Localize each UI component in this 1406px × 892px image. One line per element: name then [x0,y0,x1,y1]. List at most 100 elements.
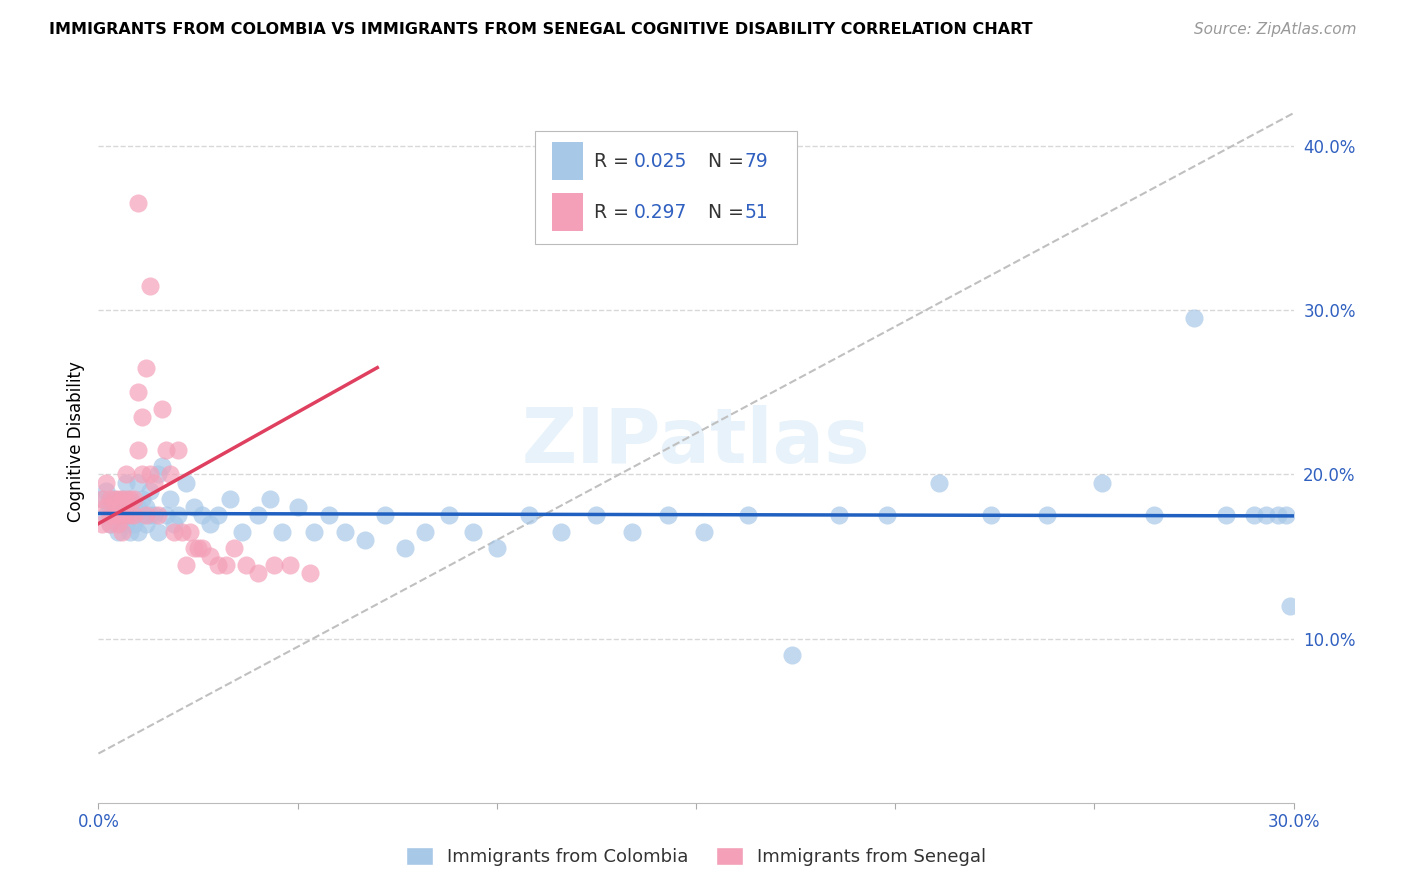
Point [96,500,118,515]
Point [172,524,194,539]
Point [111,491,134,506]
Point [120,491,142,506]
Point [139,483,162,498]
Point [107,491,129,506]
Point [148,467,170,482]
Point [1267,508,1289,523]
Text: R =: R = [595,202,636,221]
Point [335,524,357,539]
Legend: Immigrants from Colombia, Immigrants from Senegal: Immigrants from Colombia, Immigrants fro… [398,839,994,873]
Point [111,491,134,506]
Point [980,508,1002,523]
Text: 0.297: 0.297 [634,202,688,221]
Point [120,508,142,523]
Point [115,491,138,506]
Point [115,500,138,515]
Point [135,516,157,531]
Point [131,491,153,506]
Point [219,491,242,506]
Point [127,442,149,457]
Point [127,500,149,515]
Point [127,385,149,400]
Point [115,467,138,482]
Point [96,475,118,490]
Point [485,541,508,556]
Point [246,566,269,580]
Point [174,558,197,572]
Point [148,524,170,539]
Point [98,516,122,531]
Point [550,524,572,539]
Point [103,508,125,523]
Point [143,508,166,523]
Point [191,508,214,523]
Point [1091,475,1114,490]
Point [318,508,340,523]
Point [139,278,162,293]
Point [374,508,396,523]
Point [107,508,129,523]
Point [461,524,484,539]
Point [111,524,134,539]
Text: R =: R = [595,152,636,170]
Point [107,500,129,515]
Point [131,409,153,424]
Point [98,508,122,523]
Point [150,459,173,474]
Point [1254,508,1277,523]
Text: IMMIGRANTS FROM COLOMBIA VS IMMIGRANTS FROM SENEGAL COGNITIVE DISABILITY CORRELA: IMMIGRANTS FROM COLOMBIA VS IMMIGRANTS F… [49,22,1033,37]
Point [98,491,122,506]
Point [621,524,644,539]
Point [179,524,201,539]
Point [98,500,122,515]
Point [135,500,157,515]
Point [1182,311,1205,326]
Point [124,508,146,523]
Point [111,508,134,523]
Point [120,524,142,539]
Y-axis label: Cognitive Disability: Cognitive Disability [66,361,84,522]
Text: 51: 51 [745,202,769,221]
Point [928,475,950,490]
Point [96,483,118,498]
Point [91,491,114,506]
Point [124,491,146,506]
Point [131,508,153,523]
Point [235,558,257,572]
Point [183,500,205,515]
Point [737,508,759,523]
Point [191,541,214,556]
Point [1143,508,1166,523]
Point [148,508,170,523]
Point [183,541,205,556]
Point [437,508,460,523]
Point [91,516,114,531]
Point [413,524,436,539]
Point [159,467,181,482]
Point [127,524,149,539]
Point [215,558,238,572]
Point [115,508,138,523]
Point [124,516,146,531]
Point [222,541,245,556]
Point [298,566,321,580]
Point [167,442,190,457]
Point [139,508,162,523]
Point [120,491,142,506]
Point [828,508,851,523]
Point [120,508,142,523]
Text: N =: N = [696,202,749,221]
Point [115,516,138,531]
Point [231,524,253,539]
Point [111,508,134,523]
Text: N =: N = [696,152,749,170]
Point [187,541,209,556]
Point [263,558,285,572]
Point [207,558,229,572]
Point [780,648,803,662]
Point [155,508,177,523]
Point [693,524,716,539]
Point [91,491,114,506]
Text: ZIPatlas: ZIPatlas [522,405,870,478]
Point [115,475,138,490]
